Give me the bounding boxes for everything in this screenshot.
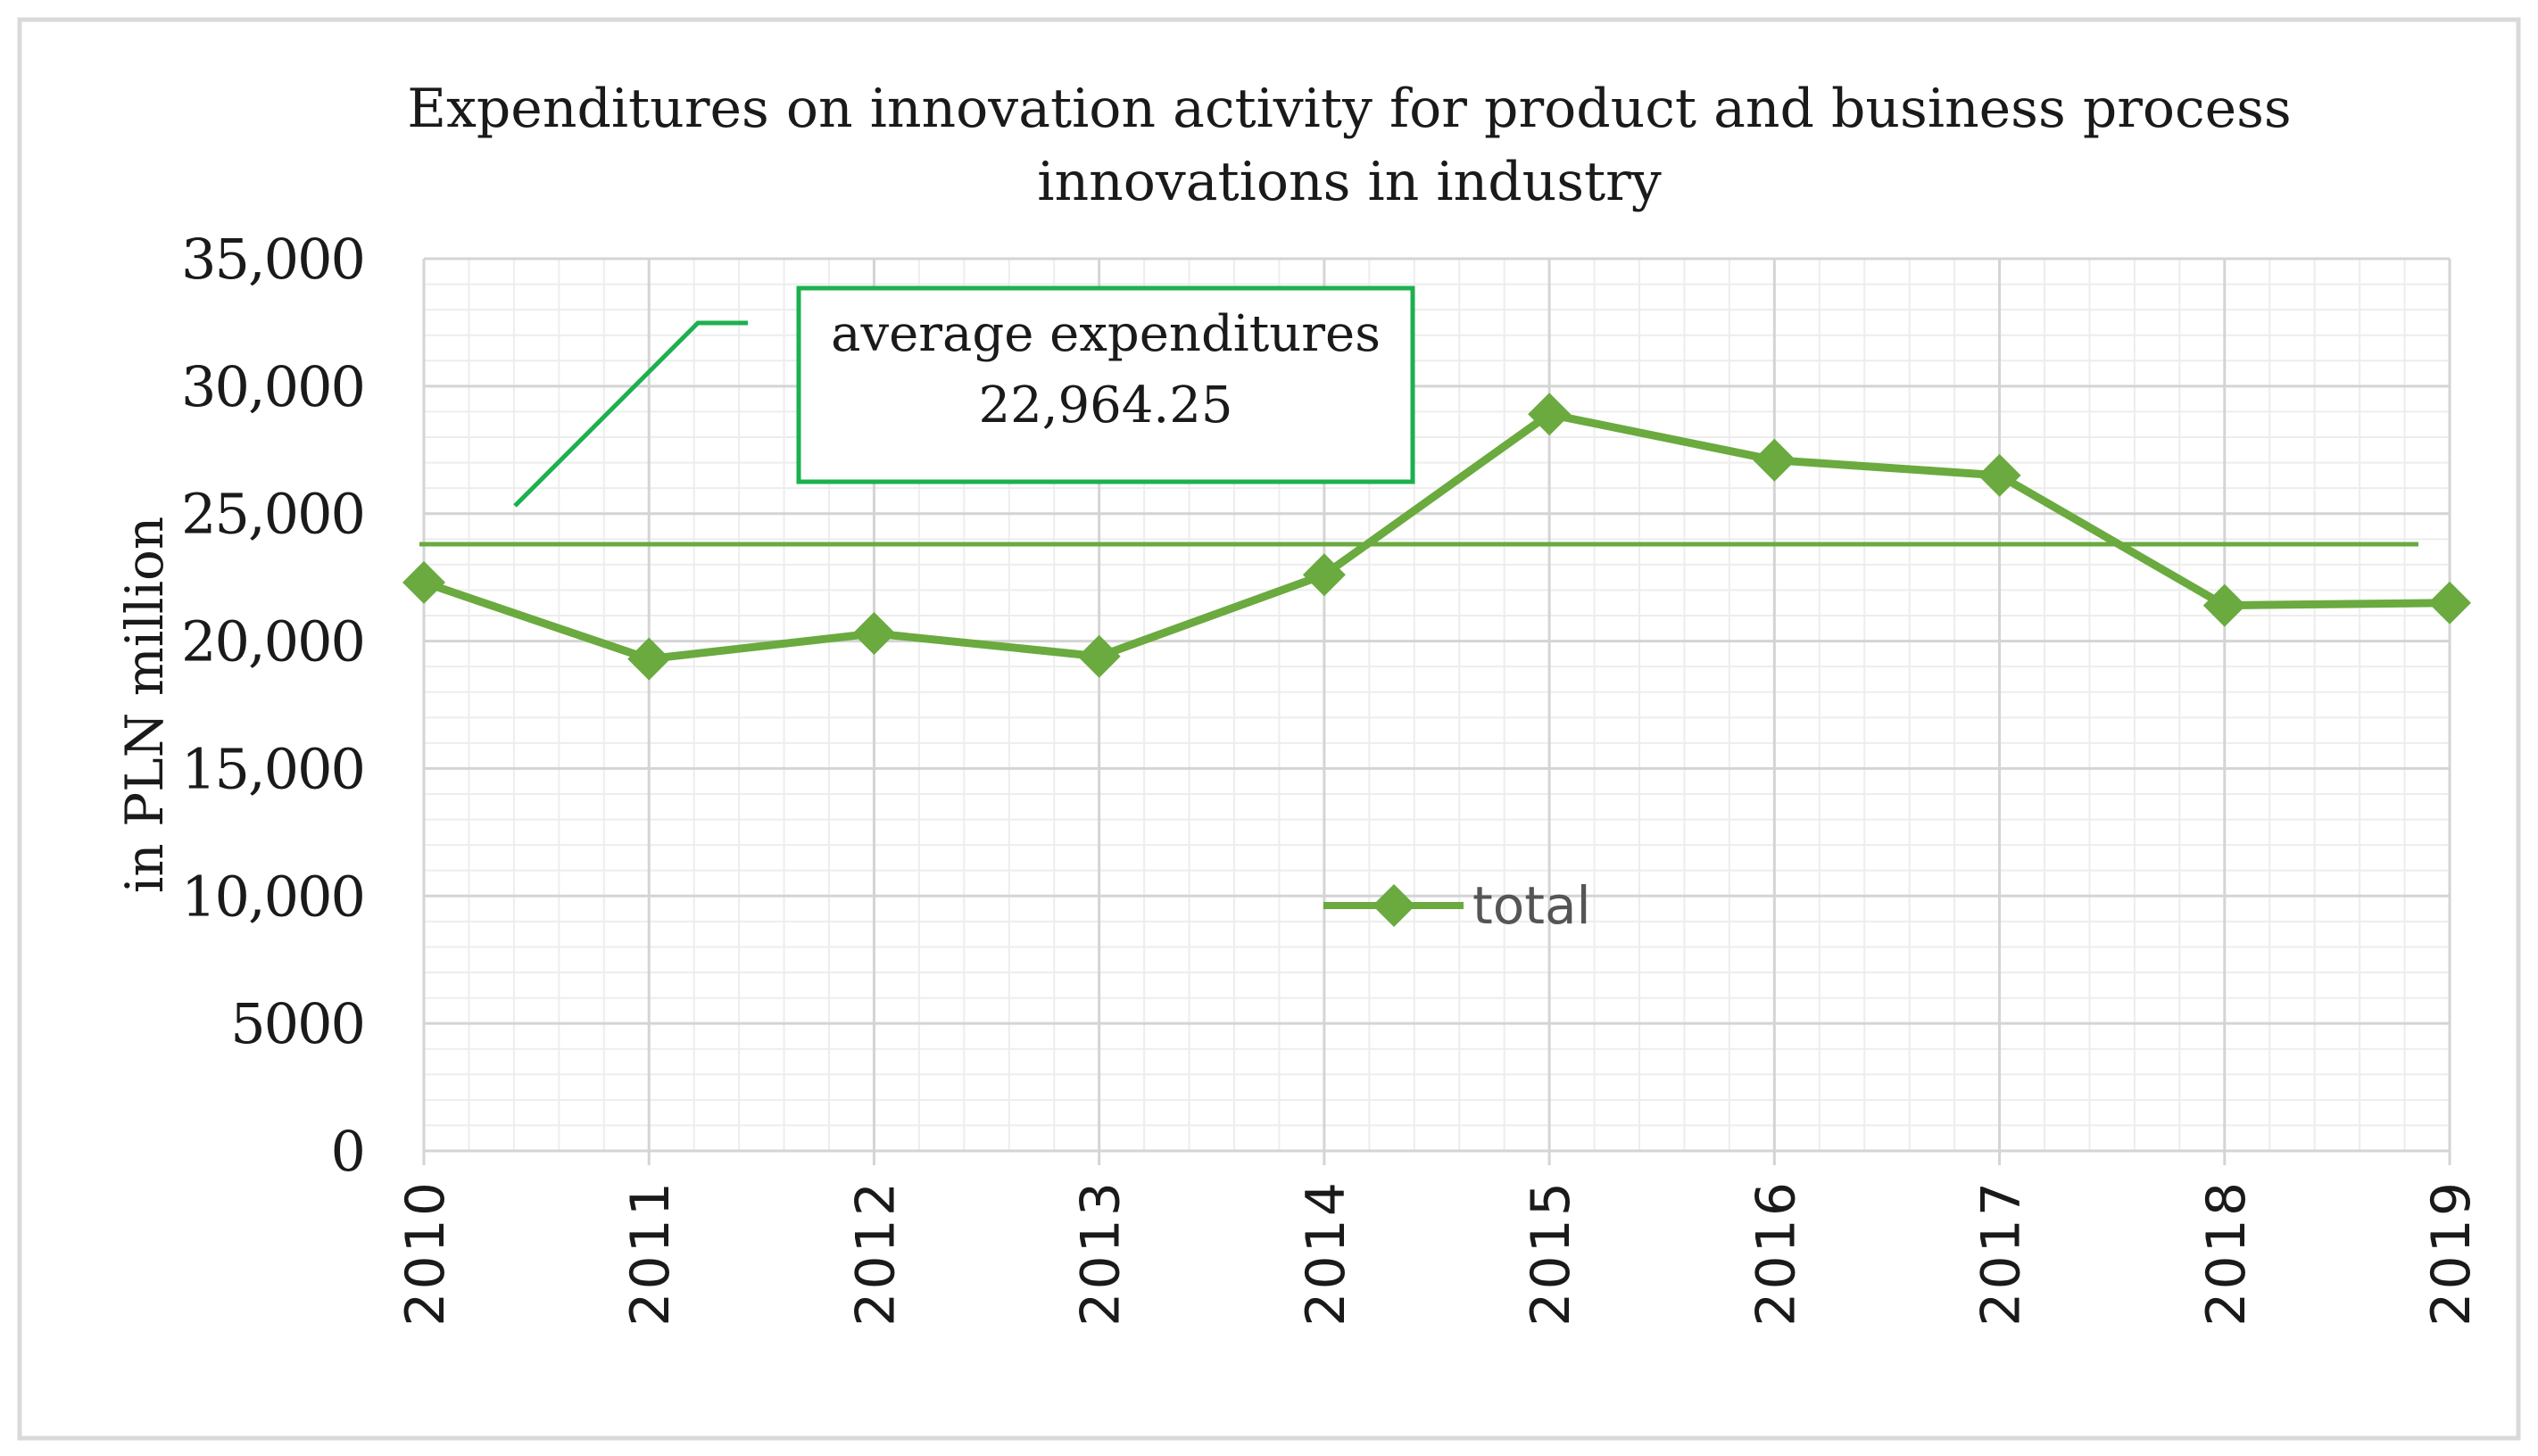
y-tick-label: 30,000 xyxy=(181,354,364,419)
data-point-2013 xyxy=(1077,634,1121,678)
data-point-2018 xyxy=(2202,583,2246,627)
annotation-line-2: 22,964.25 xyxy=(978,376,1232,434)
y-axis-label: in PLN million xyxy=(114,517,175,894)
x-tick-label: 2018 xyxy=(2195,1179,2258,1327)
data-point-2012 xyxy=(852,612,896,655)
annotation-line-1: average expenditures xyxy=(831,305,1381,363)
x-tick-label: 2017 xyxy=(1970,1179,2033,1327)
y-tick-label: 0 xyxy=(331,1119,364,1184)
x-tick-label: 2010 xyxy=(394,1179,457,1327)
y-tick-label: 15,000 xyxy=(181,736,364,801)
y-tick-label: 20,000 xyxy=(181,609,364,674)
y-tick-label: 35,000 xyxy=(181,227,364,292)
data-point-2017 xyxy=(1978,453,2021,497)
y-tick-label: 10,000 xyxy=(181,864,364,929)
annotation-leader-line xyxy=(513,320,748,508)
major-gridlines xyxy=(422,257,2451,1165)
data-point-2010 xyxy=(402,560,445,604)
y-tick-label: 25,000 xyxy=(181,482,364,547)
legend-label: total xyxy=(1472,875,1591,936)
x-tick-label: 2011 xyxy=(619,1179,682,1327)
series-line-total xyxy=(422,410,2451,664)
y-tick-label: 5000 xyxy=(230,991,364,1056)
data-point-2011 xyxy=(627,637,671,681)
x-tick-label: 2019 xyxy=(2420,1179,2483,1327)
minor-gridlines xyxy=(424,259,2450,1151)
x-tick-label: 2013 xyxy=(1070,1179,1132,1327)
data-point-2016 xyxy=(1753,438,1796,482)
data-point-2014 xyxy=(1302,553,1346,597)
data-point-2019 xyxy=(2428,581,2471,625)
chart-title-line-2: innovations in industry xyxy=(1037,151,1662,213)
chart-title-line-1: Expenditures on innovation activity for … xyxy=(407,78,2291,140)
series-total xyxy=(402,393,2471,681)
x-axis-ticks: 2010 2011 2012 2013 2014 2015 2016 2017 2018 2019 xyxy=(394,1179,2483,1327)
x-tick-label: 2014 xyxy=(1295,1179,1357,1327)
data-point-2015 xyxy=(1528,393,1572,436)
y-axis-ticks: 0 5000 10,000 15,000 20,000 25,000 30,000 35,00… xyxy=(181,227,366,1184)
annotation-box xyxy=(796,285,1415,484)
x-tick-label: 2012 xyxy=(844,1179,907,1327)
chart-border xyxy=(17,17,2521,1441)
x-tick-label: 2016 xyxy=(1745,1179,1807,1327)
x-tick-label: 2015 xyxy=(1520,1179,1582,1327)
